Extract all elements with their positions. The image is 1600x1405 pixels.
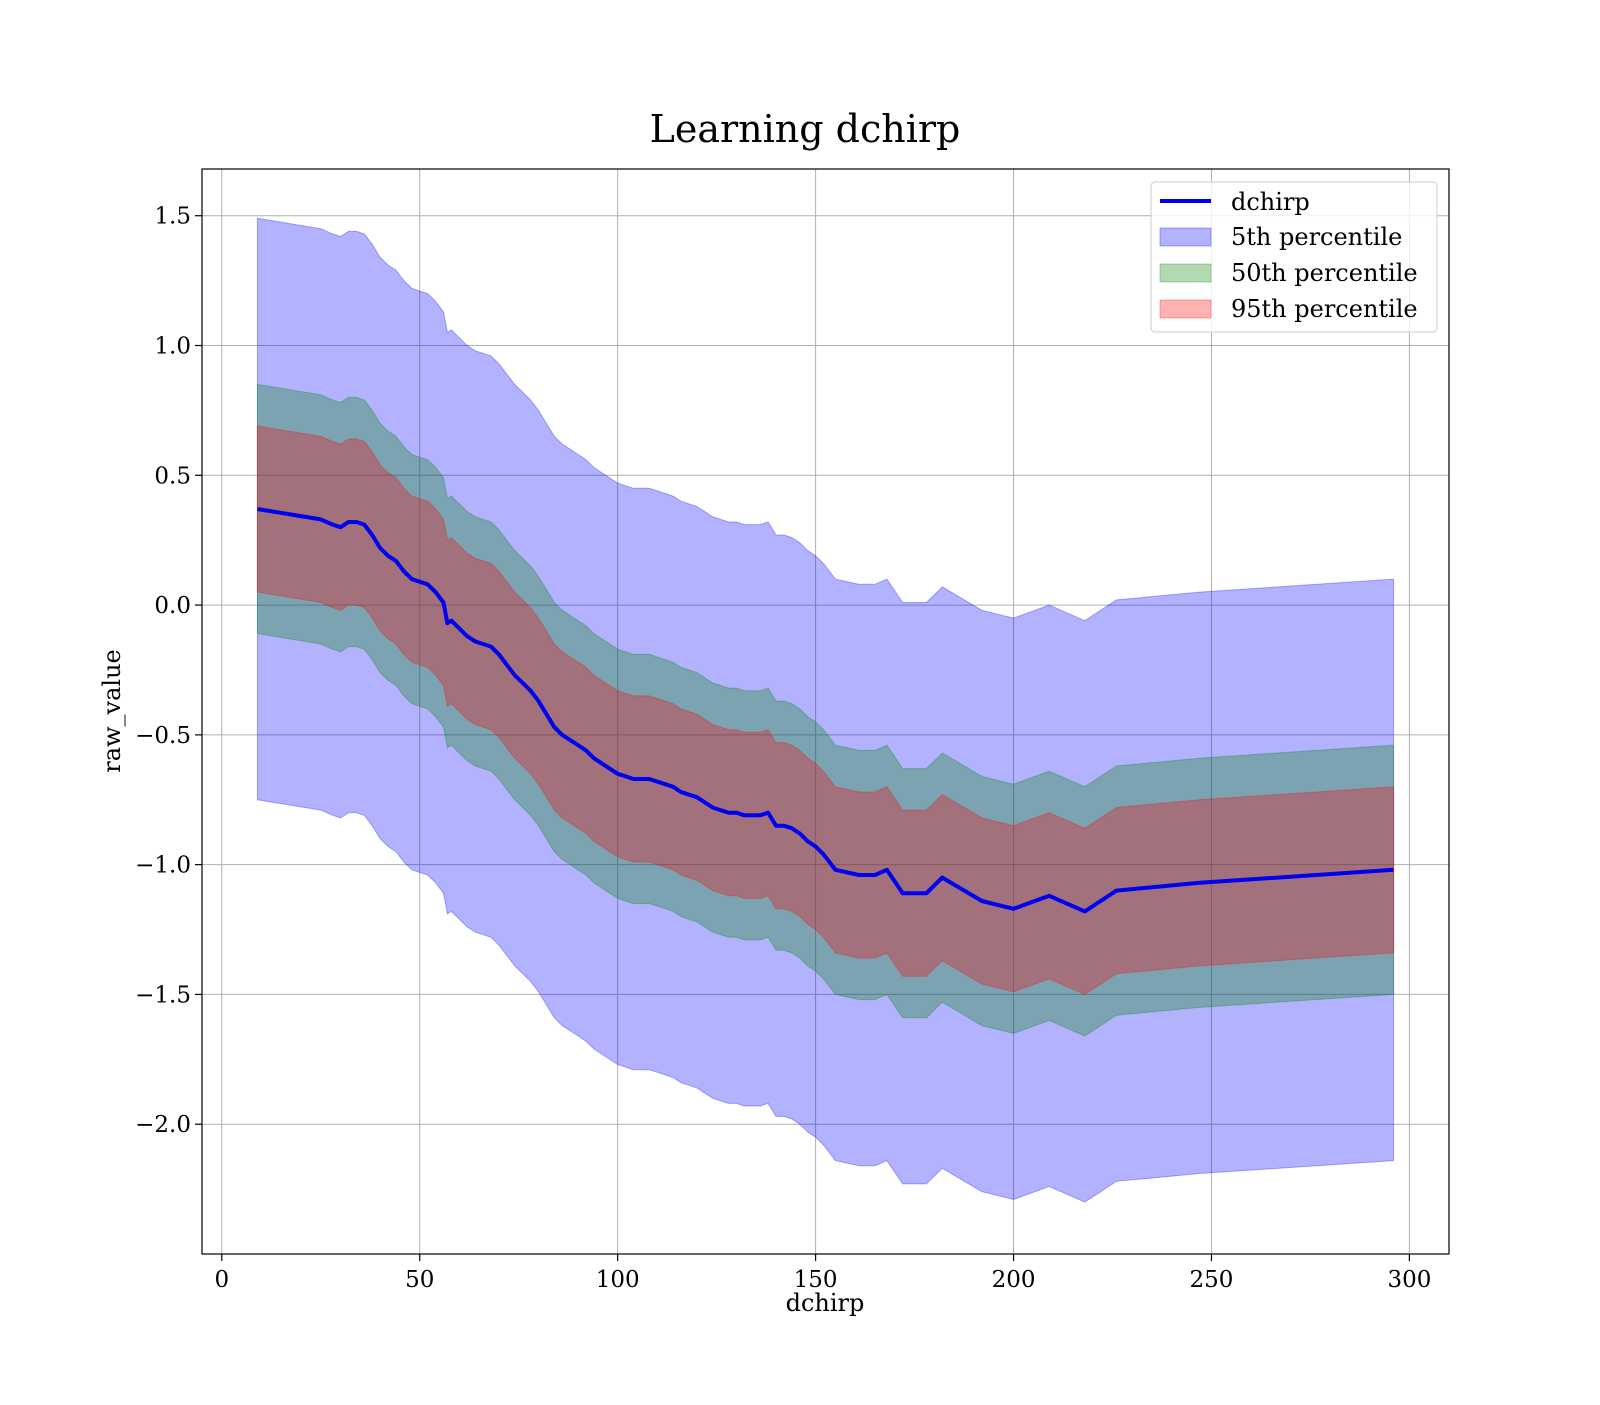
legend-label-95th-percentile: 95th percentile: [1231, 295, 1418, 323]
x-tick-label: 200: [992, 1267, 1036, 1293]
x-tick-label: 250: [1190, 1267, 1234, 1293]
chart-title: Learning dchirp: [650, 107, 961, 151]
x-axis-label: dchirp: [786, 1289, 865, 1317]
series-line-dchirp: [257, 507, 1394, 914]
legend: dchirp 5th percentile 50th percentile 95…: [1150, 181, 1438, 333]
x-tick-label: 100: [596, 1267, 640, 1293]
y-tick-label: 0.0: [154, 593, 191, 619]
legend-swatch-50th-percentile: [1159, 263, 1212, 283]
percentile-bands: [256, 217, 1395, 1203]
y-tick-label: −1.5: [135, 982, 191, 1008]
plot-frame: [201, 168, 1450, 1255]
y-tick-label: −2.0: [135, 1112, 191, 1138]
series-lines: [257, 507, 1394, 914]
legend-box: [1150, 181, 1438, 333]
legend-label-dchirp: dchirp: [1231, 188, 1310, 216]
y-tick-label: 1.5: [154, 204, 191, 230]
y-tick-label: −0.5: [135, 723, 191, 749]
x-tick-label: 0: [214, 1267, 229, 1293]
legend-swatch-95th-percentile: [1159, 299, 1212, 319]
legend-label-50th-percentile: 50th percentile: [1231, 259, 1418, 287]
y-axis-ticks: 1.5 1.0 0.5 0.0 −0.5 −1.0 −1.5 −2.0: [135, 204, 202, 1138]
y-tick-label: 1.0: [154, 334, 191, 360]
legend-swatch-5th-percentile: [1159, 227, 1212, 247]
x-tick-label: 50: [405, 1267, 434, 1293]
band-5th-percentile: [256, 217, 1395, 1203]
band-50th-percentile: [256, 383, 1395, 1037]
y-tick-label: 0.5: [154, 463, 191, 489]
x-axis-ticks: 0 50 100 150 200 250 300: [214, 1254, 1431, 1293]
x-tick-label: 300: [1387, 1267, 1431, 1293]
y-tick-label: −1.0: [135, 853, 191, 879]
band-95th-percentile: [256, 425, 1395, 995]
legend-label-5th-percentile: 5th percentile: [1231, 223, 1402, 251]
y-axis-label: raw_value: [98, 649, 126, 773]
grid: [202, 169, 1449, 1254]
x-tick-label: 150: [794, 1267, 838, 1293]
